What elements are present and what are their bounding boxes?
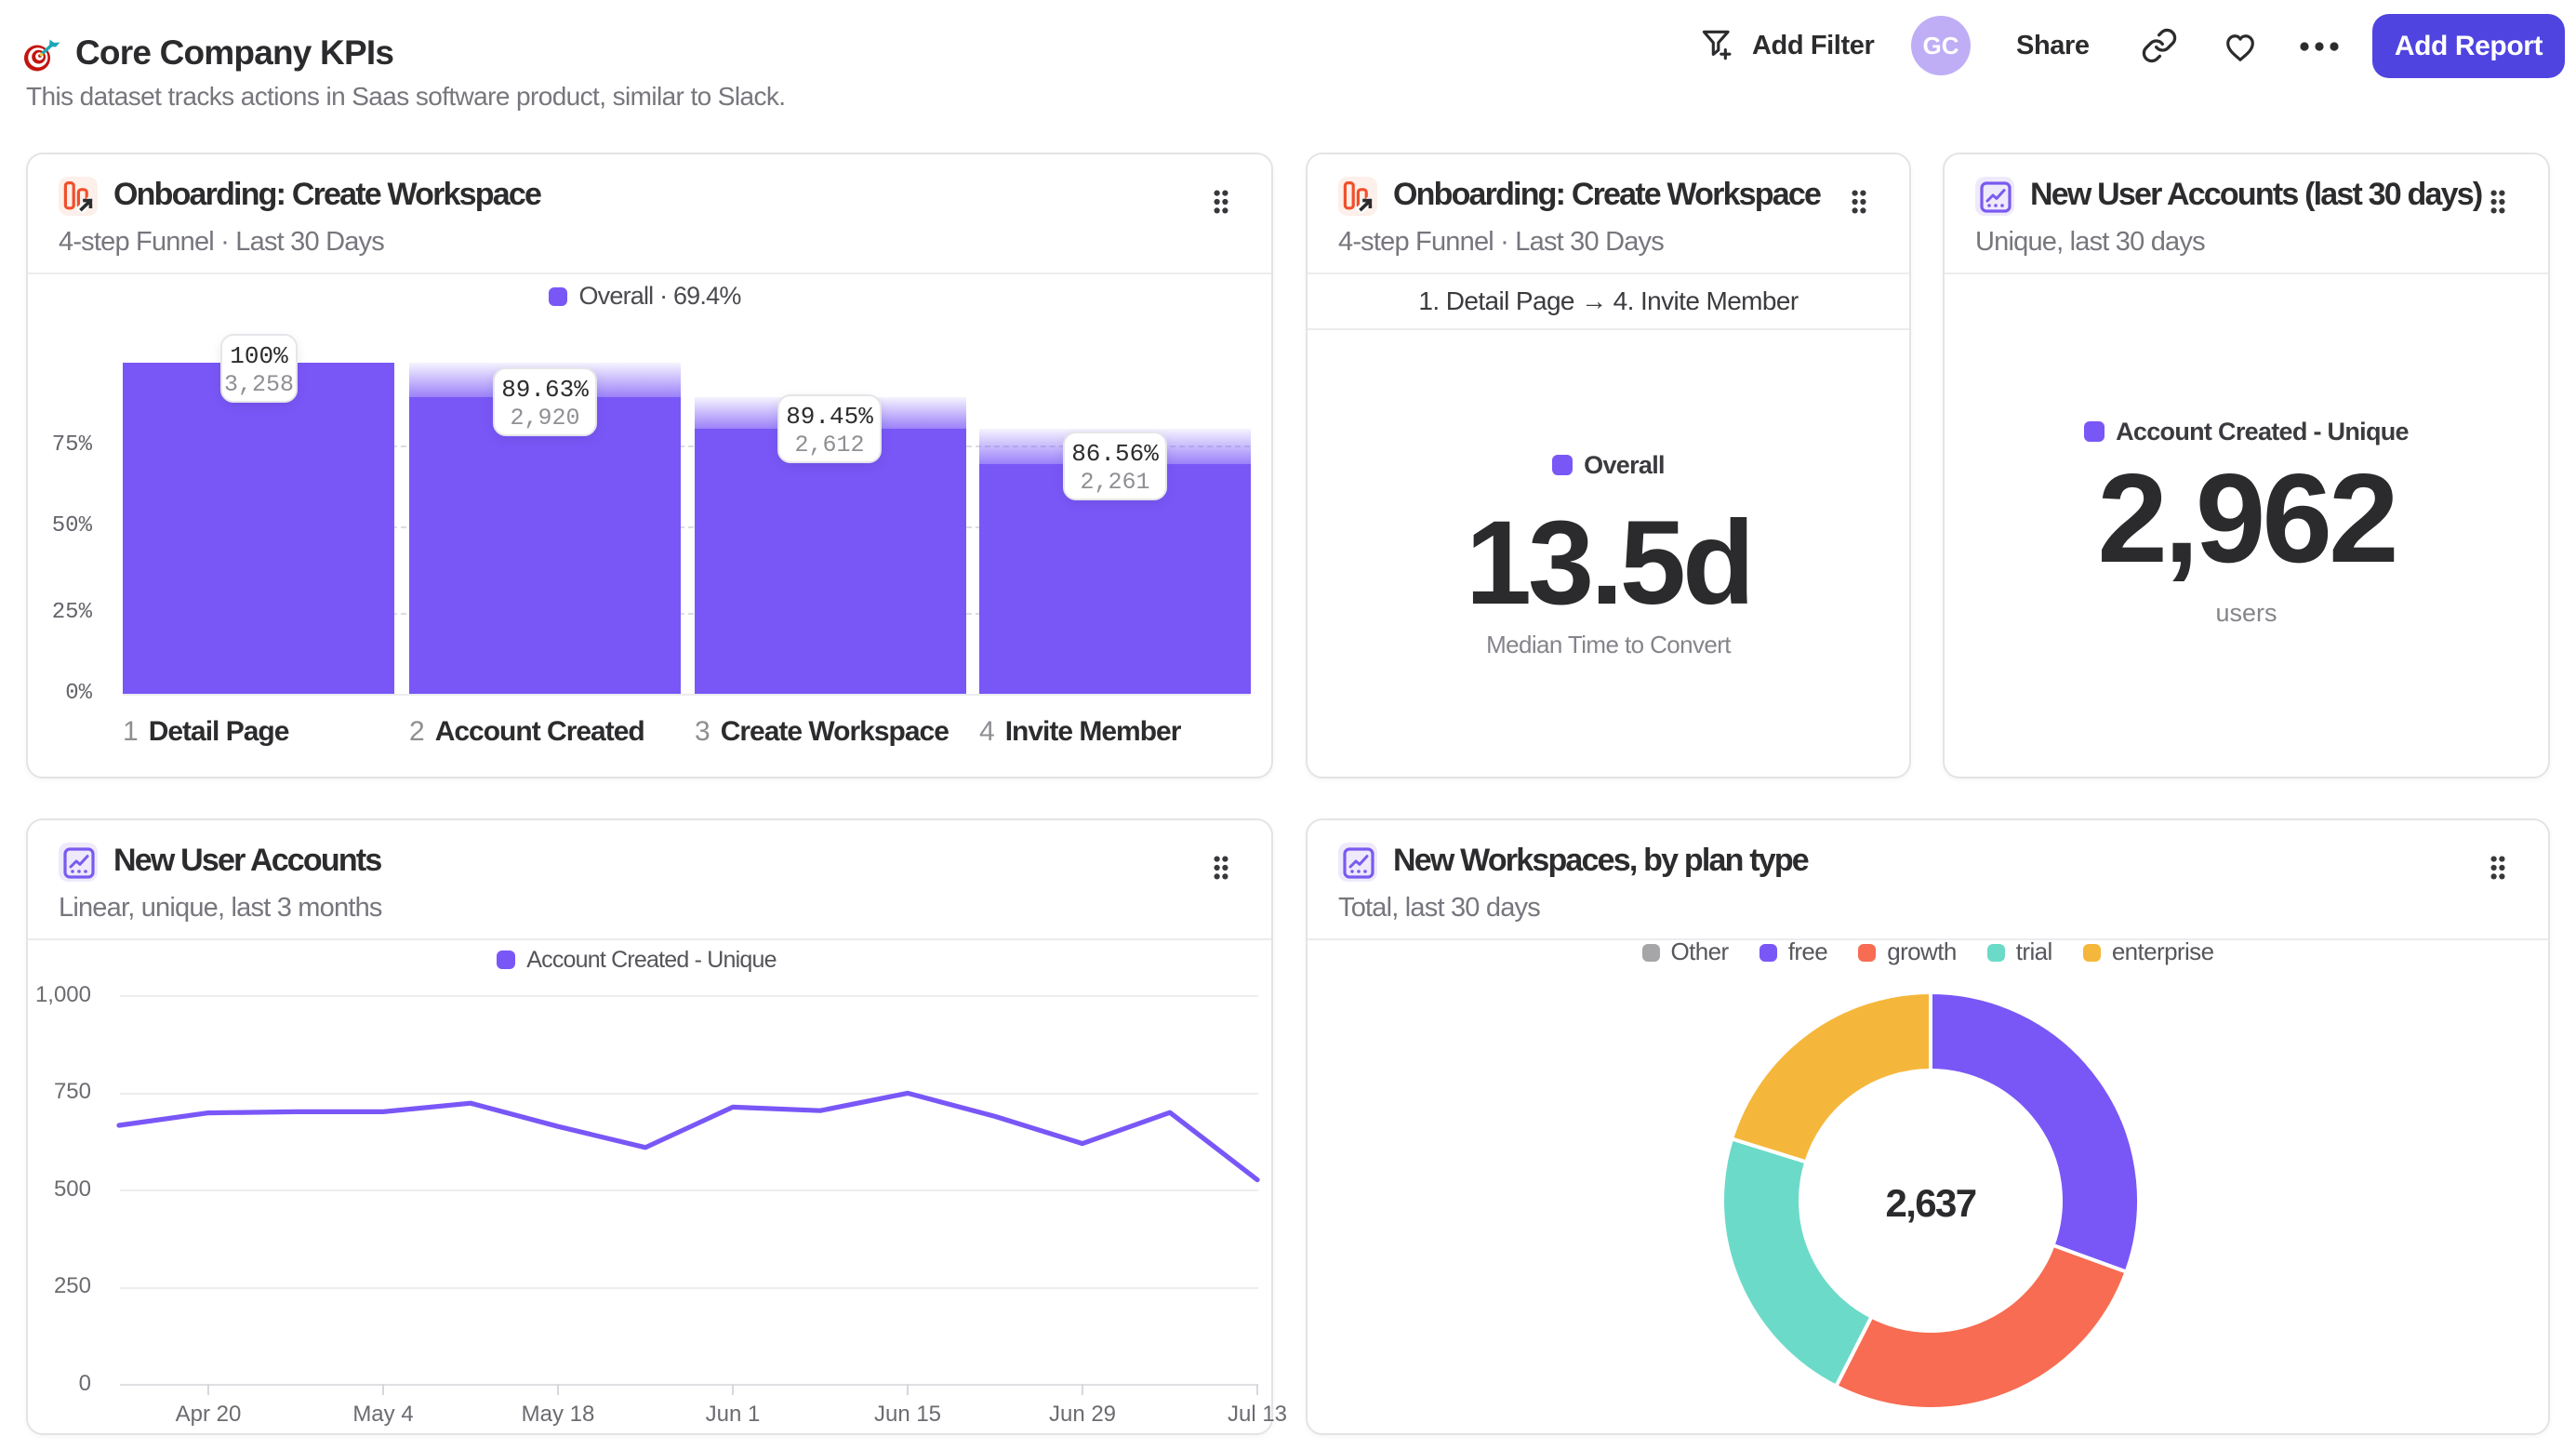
svg-text:2,637: 2,637 — [1885, 1181, 1975, 1225]
